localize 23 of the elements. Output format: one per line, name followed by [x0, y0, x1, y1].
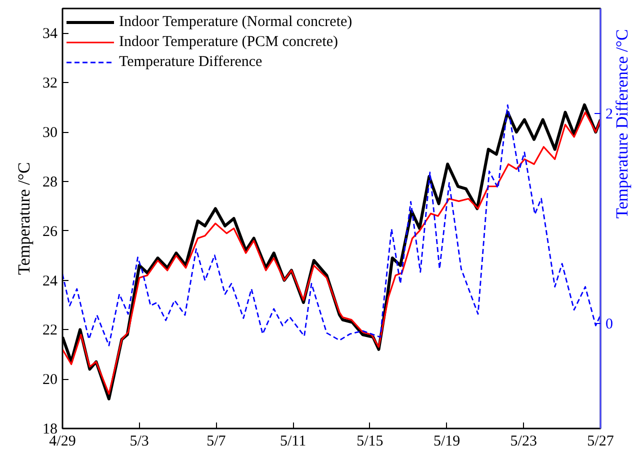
- y2-tick-label: 0: [606, 316, 613, 332]
- y-tick-label: 20: [42, 372, 58, 388]
- y-tick-label: 22: [42, 322, 58, 339]
- legend-label: Temperature Difference: [119, 54, 262, 70]
- x-tick-label: 5/11: [280, 434, 306, 450]
- y-tick-label: 24: [42, 273, 58, 290]
- x-tick-label: 5/27: [587, 434, 614, 450]
- y-tick-label: 32: [42, 76, 58, 92]
- y-tick-label: 28: [42, 174, 58, 190]
- y-tick-label: 34: [42, 26, 58, 42]
- y-axis-title: Temperature /°C: [14, 162, 34, 275]
- y-tick-label: 30: [42, 125, 58, 142]
- legend-label: Indoor Temperature (PCM concrete): [119, 34, 338, 50]
- x-tick-label: 5/19: [433, 434, 460, 450]
- x-tick-label: 5/3: [130, 434, 149, 450]
- x-tick-label: 5/23: [510, 434, 537, 450]
- y2-tick-label: 2: [606, 106, 613, 122]
- legend-label: Indoor Temperature (Normal concrete): [119, 14, 352, 30]
- x-tick-label: 5/7: [206, 434, 226, 450]
- y-tick-label: 26: [42, 224, 58, 240]
- y2-axis-title: Temperature Difference /°C: [612, 29, 632, 218]
- x-tick-label: 5/15: [356, 434, 384, 450]
- x-tick-label: 4/29: [49, 434, 76, 450]
